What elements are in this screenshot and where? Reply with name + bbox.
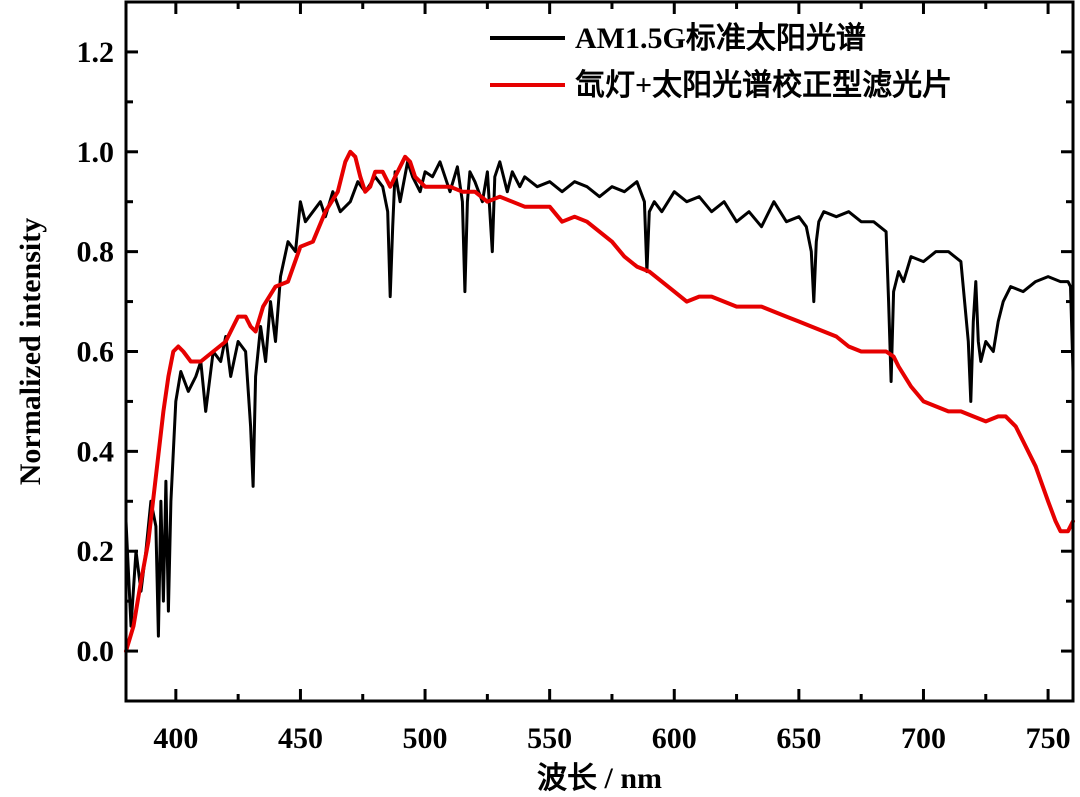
x-tick-label: 750 xyxy=(1026,722,1071,755)
series-layer xyxy=(124,149,1075,654)
legend: AM1.5G标准太阳光谱 氙灯+太阳光谱校正型滤光片 xyxy=(490,22,952,102)
x-tick-label: 450 xyxy=(278,722,323,755)
series-xenon-filter-line xyxy=(124,149,1075,654)
x-tick-label: 400 xyxy=(153,722,198,755)
legend-label-xenon-filter: 氙灯+太阳光谱校正型滤光片 xyxy=(575,68,952,102)
x-tick-label: 600 xyxy=(652,722,697,755)
y-axis-title: Normalized intensity xyxy=(14,218,47,485)
series-am15g-line xyxy=(124,160,1075,638)
x-tick-label: 500 xyxy=(403,722,448,755)
y-tick-label: 1.2 xyxy=(77,36,115,69)
plot-frame xyxy=(124,0,1075,703)
x-axis-title: 波长 / nm xyxy=(537,762,662,795)
x-tick-label: 700 xyxy=(901,722,946,755)
y-tick-label: 0.4 xyxy=(77,435,115,468)
legend-label-am15g: AM1.5G标准太阳光谱 xyxy=(575,22,866,55)
ticks-layer: 400 450 500 550 600 650 700 750 0.0 0.2 0.4 0.6 0.8 1… xyxy=(77,0,1073,755)
x-tick-label: 550 xyxy=(527,722,572,755)
y-tick-label: 0.8 xyxy=(77,236,115,269)
y-tick-label: 0.2 xyxy=(77,535,115,568)
y-tick-label: 0.0 xyxy=(77,635,115,668)
x-tick-label: 650 xyxy=(776,722,821,755)
y-tick-label: 1.0 xyxy=(77,136,115,169)
y-tick-label: 0.6 xyxy=(77,336,115,369)
